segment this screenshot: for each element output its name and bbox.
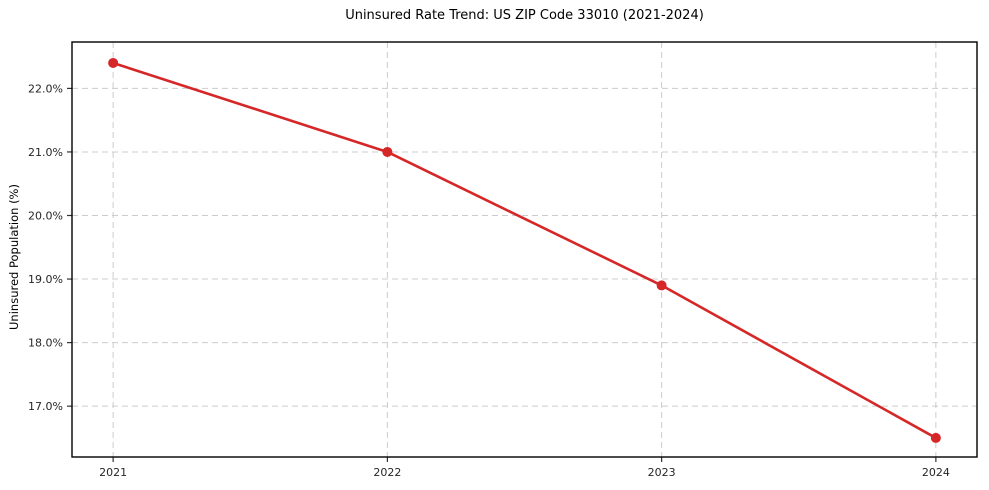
chart-title: Uninsured Rate Trend: US ZIP Code 33010 … bbox=[345, 8, 704, 23]
data-point-marker bbox=[930, 432, 941, 443]
y-tick-label: 18.0% bbox=[28, 337, 63, 350]
x-tick-label: 2022 bbox=[373, 466, 401, 479]
plot-background bbox=[72, 42, 977, 457]
y-tick-label: 17.0% bbox=[28, 400, 63, 413]
x-tick-label: 2021 bbox=[99, 466, 127, 479]
x-tick-label: 2024 bbox=[922, 466, 950, 479]
data-point-marker bbox=[382, 146, 393, 157]
y-tick-label: 20.0% bbox=[28, 209, 63, 222]
axes-frame bbox=[71, 41, 978, 458]
data-point-marker bbox=[656, 280, 667, 291]
y-tick-label: 22.0% bbox=[28, 82, 63, 95]
x-tick-label: 2023 bbox=[648, 466, 676, 479]
y-tick-label: 21.0% bbox=[28, 146, 63, 159]
y-tick-label: 19.0% bbox=[28, 273, 63, 286]
trend-line bbox=[111, 61, 938, 440]
data-point-marker bbox=[108, 57, 119, 68]
